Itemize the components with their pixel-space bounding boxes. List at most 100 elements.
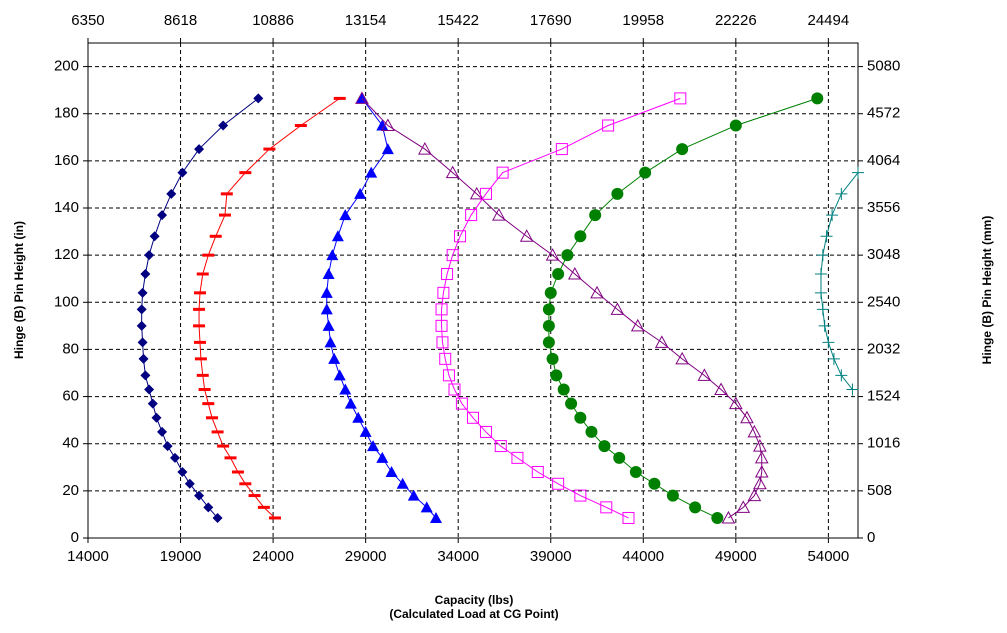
marker xyxy=(359,425,372,437)
marker xyxy=(511,451,524,464)
marker xyxy=(465,209,478,222)
y-tick-label: 180 xyxy=(54,105,79,122)
marker xyxy=(355,91,369,104)
y2-tick-label: 2032 xyxy=(867,340,900,357)
marker xyxy=(729,119,742,132)
marker xyxy=(193,307,206,311)
marker xyxy=(721,510,736,524)
marker xyxy=(352,411,365,423)
marker xyxy=(177,467,188,477)
marker xyxy=(140,370,151,381)
marker xyxy=(811,92,824,105)
marker xyxy=(714,382,728,395)
x-tick-label: 19000 xyxy=(160,548,202,565)
marker xyxy=(666,489,679,502)
x-tick-label: 44000 xyxy=(622,548,664,565)
y-tick-label: 160 xyxy=(54,152,79,169)
x2-tick-label: 15422 xyxy=(437,12,479,29)
marker xyxy=(193,340,206,344)
marker xyxy=(184,478,195,489)
marker xyxy=(697,368,712,381)
marker xyxy=(365,166,378,178)
marker xyxy=(629,466,642,478)
marker xyxy=(753,476,767,490)
x-tick-label: 24000 xyxy=(252,548,294,565)
marker xyxy=(333,369,346,381)
marker xyxy=(613,451,626,464)
marker xyxy=(202,253,215,257)
marker xyxy=(542,336,555,349)
marker xyxy=(455,397,468,410)
marker xyxy=(630,318,645,332)
marker xyxy=(217,444,230,448)
marker xyxy=(328,352,341,364)
x-tick-label: 54000 xyxy=(808,548,850,565)
marker xyxy=(136,304,147,315)
marker xyxy=(531,466,544,478)
marker xyxy=(248,494,261,498)
marker xyxy=(600,501,613,514)
marker xyxy=(565,397,578,410)
y-tick-label: 40 xyxy=(62,435,79,452)
marker xyxy=(206,416,219,420)
marker xyxy=(448,383,461,396)
marker xyxy=(442,369,455,382)
marker xyxy=(268,516,281,520)
marker xyxy=(542,319,555,332)
marker xyxy=(441,268,454,280)
marker xyxy=(446,249,459,262)
marker xyxy=(574,489,587,502)
x2-tick-label: 6350 xyxy=(71,12,104,29)
x-tick-label: 49000 xyxy=(715,548,757,565)
marker xyxy=(754,450,769,464)
marker xyxy=(610,302,625,315)
marker xyxy=(354,187,367,199)
marker xyxy=(820,230,833,243)
marker xyxy=(203,502,214,513)
marker xyxy=(420,501,433,513)
marker xyxy=(557,383,570,396)
marker xyxy=(169,452,180,463)
marker xyxy=(852,166,864,179)
marker xyxy=(816,303,829,316)
marker xyxy=(322,268,335,279)
marker xyxy=(376,119,389,131)
x2-tick-label: 8618 xyxy=(164,12,197,29)
marker xyxy=(814,268,827,280)
marker xyxy=(467,411,479,424)
y2-axis-title: Hinge (B) Pin Height (mm) xyxy=(980,216,994,365)
marker xyxy=(257,505,270,509)
marker xyxy=(552,268,565,280)
marker xyxy=(602,119,615,132)
marker xyxy=(439,352,452,365)
marker xyxy=(648,477,661,490)
marker xyxy=(639,166,652,179)
marker xyxy=(816,249,829,262)
marker xyxy=(479,187,492,200)
marker xyxy=(196,373,209,377)
marker xyxy=(177,167,188,178)
series-line xyxy=(198,97,341,519)
marker xyxy=(193,291,206,295)
marker xyxy=(144,250,155,261)
marker xyxy=(835,187,848,200)
y-tick-label: 140 xyxy=(54,199,79,216)
y-tick-label: 100 xyxy=(54,293,79,310)
marker xyxy=(149,231,160,242)
marker xyxy=(675,351,690,365)
marker xyxy=(435,303,448,316)
marker xyxy=(326,249,339,261)
marker xyxy=(519,229,534,242)
marker xyxy=(224,456,237,460)
x2-tick-label: 13154 xyxy=(345,12,387,29)
marker xyxy=(598,440,611,453)
x2-tick-label: 24494 xyxy=(808,12,850,29)
marker xyxy=(736,500,751,513)
marker xyxy=(747,424,762,438)
plot-frame xyxy=(87,42,859,539)
x2-tick-label: 17690 xyxy=(530,12,572,29)
marker xyxy=(320,303,333,315)
marker xyxy=(140,269,151,279)
marker xyxy=(846,383,859,396)
